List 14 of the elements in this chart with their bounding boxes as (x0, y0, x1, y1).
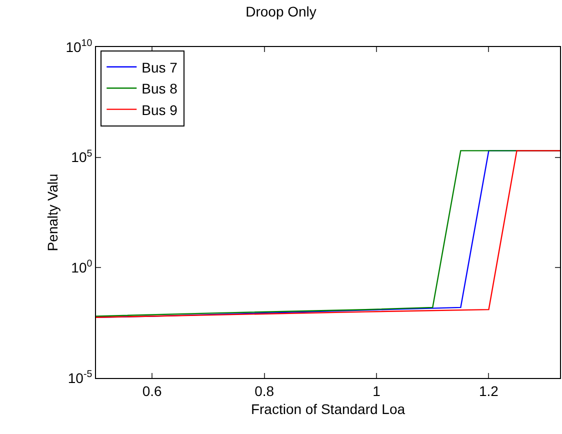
y-axis-title: Penalty Valu (44, 174, 60, 252)
x-axis-title: Fraction of Standard Loa (250, 401, 406, 418)
legend-label: Bus 7 (142, 59, 178, 76)
x-tick-label: 1.2 (479, 382, 499, 399)
y-tick-label: 10$^{-5}$ (68, 369, 93, 386)
chart-title: Droop Only (246, 3, 316, 20)
x-tick-label: 0.8 (254, 382, 274, 399)
legend-label: Bus 9 (142, 102, 178, 118)
x-tick-label: 1 (372, 382, 381, 399)
x-tick-label: 0.6 (142, 382, 162, 399)
legend-label: Bus 8 (142, 80, 178, 97)
y-tick-label: 10$^{10}$ (66, 38, 93, 55)
y-tick-label: 10$^{0}$ (71, 258, 93, 276)
y-tick-label: 10$^{5}$ (71, 148, 93, 166)
